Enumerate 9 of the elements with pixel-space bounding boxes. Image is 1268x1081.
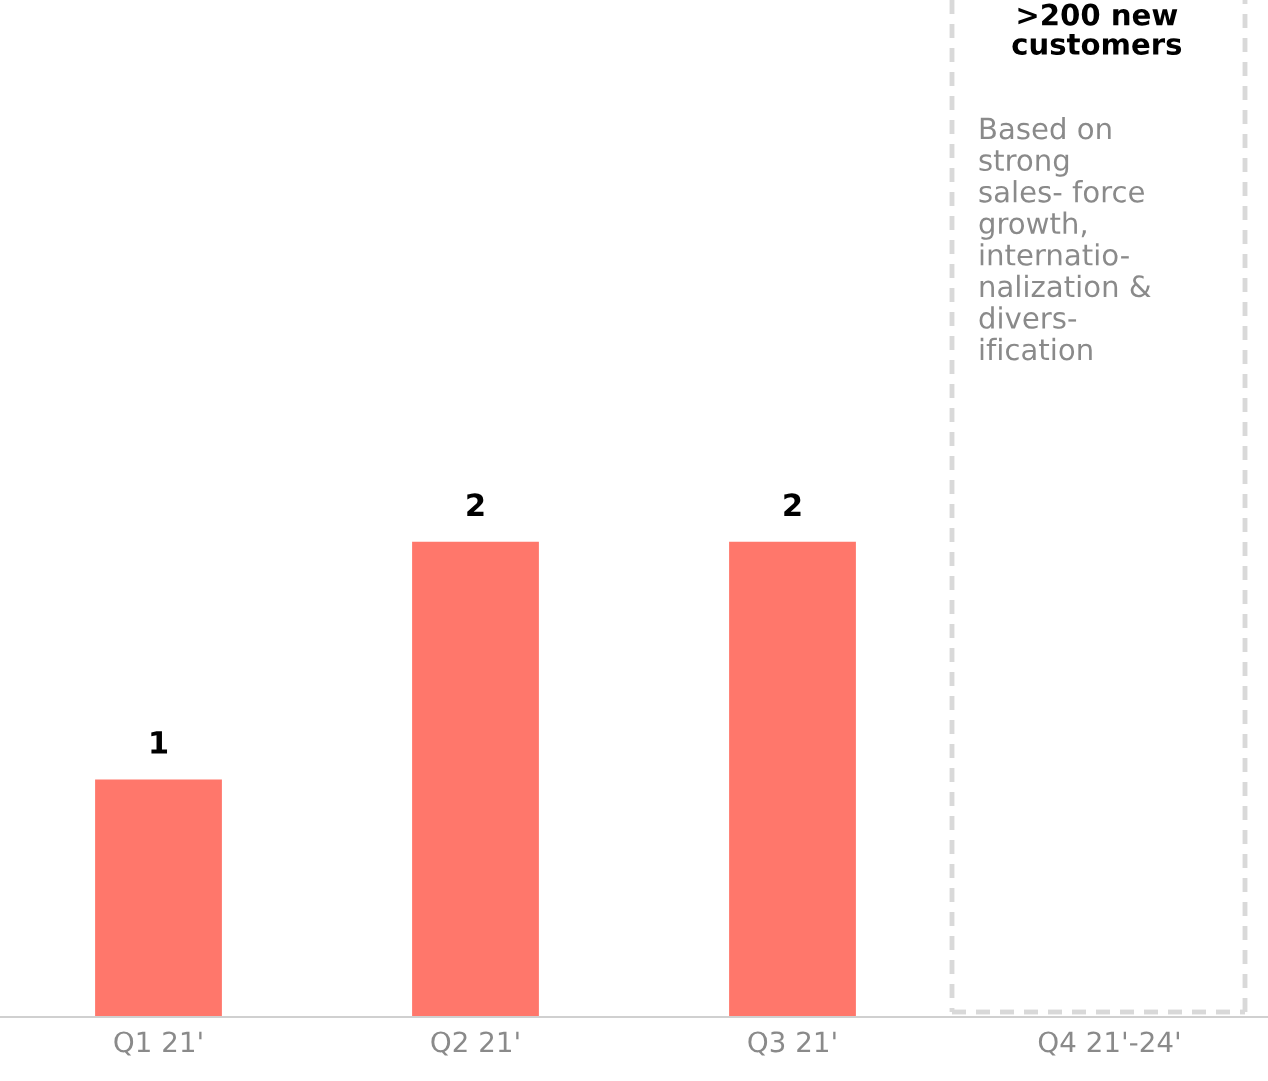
x-tick-label: Q4 21'-24' [1038,1031,1180,1056]
x-tick-label: Q2 21' [431,1031,519,1056]
x-tick-label: Q1 21' [114,1031,202,1056]
text: >200 new customers [1012,3,1182,55]
x-tick-label: Q3 21' [748,1031,836,1056]
data-label: 2 [467,493,484,516]
data-label: 1 [151,731,168,754]
text: Based on strong sales- force growth, internatio- nalization & divers- ification [979,116,1151,361]
data-label: 2 [784,493,801,516]
